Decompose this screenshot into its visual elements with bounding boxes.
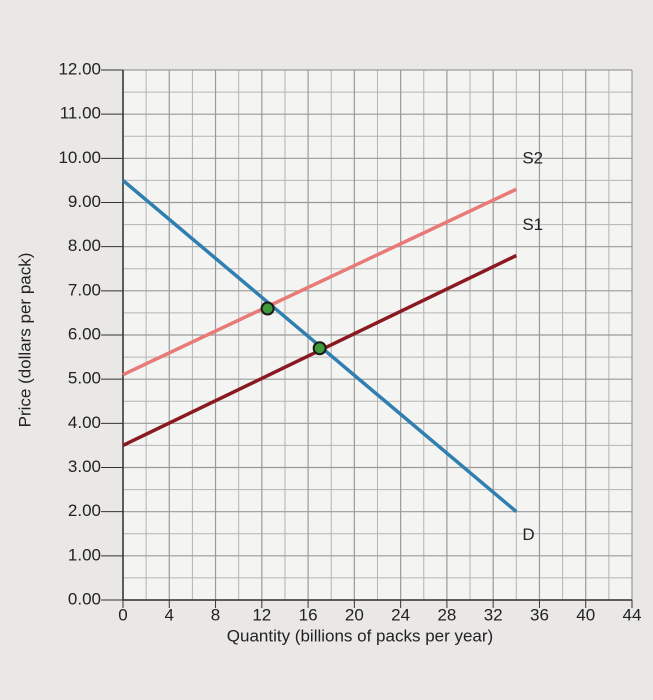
y-tick-label: 8.00	[68, 236, 101, 255]
x-tick-label: 36	[530, 605, 549, 624]
series-label: S2	[522, 149, 543, 168]
y-tick-label: 10.00	[58, 148, 101, 167]
x-tick-label: 28	[437, 605, 456, 624]
x-tick-label: 8	[211, 605, 220, 624]
x-tick-label: 40	[576, 605, 595, 624]
x-tick-label: 12	[252, 605, 271, 624]
y-tick-label: 2.00	[68, 501, 101, 520]
y-tick-label: 1.00	[68, 545, 101, 564]
y-tick-label: 3.00	[68, 457, 101, 476]
series-label: S1	[522, 215, 543, 234]
y-tick-label: 4.00	[68, 413, 101, 432]
y-tick-label: 5.00	[68, 369, 101, 388]
x-axis-title: Quantity (billions of packs per year)	[227, 626, 493, 645]
x-tick-label: 44	[623, 605, 642, 624]
x-tick-label: 0	[118, 605, 127, 624]
x-tick-label: 4	[165, 605, 174, 624]
x-tick-label: 16	[299, 605, 318, 624]
x-tick-label: 24	[391, 605, 410, 624]
y-tick-label: 9.00	[68, 192, 101, 211]
equilibrium-point	[312, 341, 327, 356]
y-tick-label: 6.00	[68, 324, 101, 343]
y-tick-label: 0.00	[68, 589, 101, 608]
equilibrium-point	[260, 301, 275, 316]
y-tick-label: 11.00	[60, 104, 101, 123]
x-tick-label: 20	[345, 605, 364, 624]
y-tick-label: 12.00	[58, 59, 101, 78]
x-tick-label: 32	[484, 605, 503, 624]
series-label: D	[522, 525, 534, 544]
y-axis-title: Price (dollars per pack)	[15, 253, 34, 428]
y-tick-label: 7.00	[68, 280, 101, 299]
line	[122, 187, 518, 377]
